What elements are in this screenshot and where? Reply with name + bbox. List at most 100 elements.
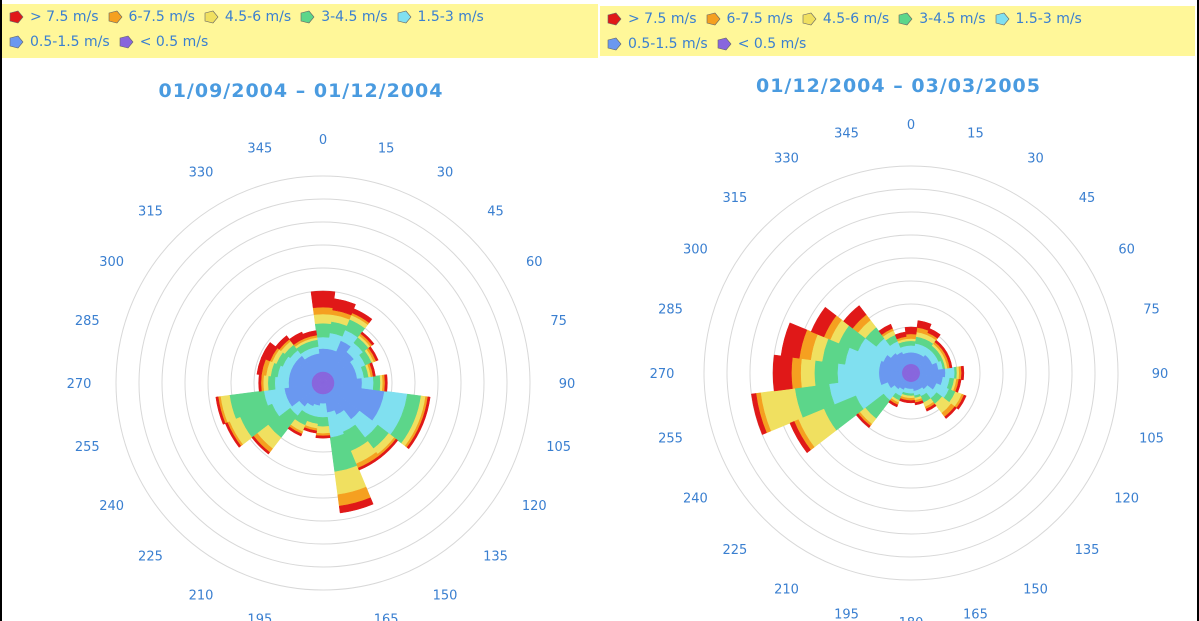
rose-sector <box>914 400 924 406</box>
rose-sector <box>314 322 332 338</box>
grid-ring <box>184 244 462 522</box>
rose-sector <box>906 400 916 404</box>
rose-sector <box>899 398 908 403</box>
rose-sector <box>906 340 916 346</box>
purple-blob-icon <box>119 35 134 49</box>
rose-sector <box>251 435 271 455</box>
angle-tick-label: 285 <box>658 303 683 318</box>
rose-sector <box>302 330 317 339</box>
grid-ring <box>703 165 1119 581</box>
rose-sector <box>925 403 937 412</box>
red-blob-icon <box>9 10 24 24</box>
legend-label: 0.5-1.5 m/s <box>628 36 708 52</box>
chart-title-right: 01/12/2004 – 03/03/2005 <box>755 75 1041 97</box>
rose-sector <box>372 375 381 391</box>
rose-sector <box>810 306 837 338</box>
rose-sector <box>274 376 290 390</box>
angle-tick-label: 135 <box>1075 543 1100 558</box>
angle-tick-label: 0 <box>907 118 915 133</box>
rose-sector <box>275 335 290 350</box>
legend-item: 0.5-1.5 m/s <box>8 31 110 53</box>
rose-sector <box>361 376 374 390</box>
grid-ring <box>726 188 1096 558</box>
angle-tick-label: 165 <box>963 608 988 621</box>
chart-title-left: 01/09/2004 – 01/12/2004 <box>158 80 444 102</box>
legend-item: 3-4.5 m/s <box>299 6 388 28</box>
angle-tick-label: 300 <box>99 255 124 270</box>
angle-tick-label: 120 <box>1114 492 1139 507</box>
rose-sector <box>338 497 374 514</box>
angle-tick-label: 255 <box>75 440 100 455</box>
rose-sector <box>814 360 839 386</box>
orange-blob-icon <box>706 12 720 26</box>
legend-label: > 7.5 m/s <box>628 11 697 27</box>
grid-ring <box>115 175 531 591</box>
legend-item: 4.5-6 m/s <box>203 6 291 28</box>
rose-sector <box>907 397 915 401</box>
rose-sector <box>916 320 932 331</box>
legend-label: 0.5-1.5 m/s <box>30 34 110 50</box>
legend-item: 6-7.5 m/s <box>705 8 793 30</box>
angle-tick-label: 210 <box>189 588 214 603</box>
legend-label: 3-4.5 m/s <box>321 9 388 25</box>
rose-sector <box>888 400 899 408</box>
angle-tick-label: 225 <box>138 550 163 565</box>
angle-tick-label: 195 <box>247 613 272 621</box>
angle-tick-label: 75 <box>1143 303 1160 318</box>
rose-sector <box>907 393 915 397</box>
rose-sector <box>904 326 918 335</box>
rose-sector <box>789 421 811 454</box>
angle-tick-label: 90 <box>1152 367 1169 382</box>
angle-tick-label: 255 <box>658 431 683 446</box>
legend-label: 4.5-6 m/s <box>822 11 890 27</box>
red-blob-icon <box>607 12 622 26</box>
angle-tick-label: 60 <box>526 255 543 270</box>
purple-blob-icon <box>717 37 732 51</box>
orange-blob-icon <box>108 10 122 24</box>
rose-sector <box>369 362 376 377</box>
rose-sector <box>351 308 373 324</box>
angle-tick-label: 105 <box>546 440 571 455</box>
rose-sector <box>267 375 276 391</box>
legend-right: > 7.5 m/s 6-7.5 m/s 4.5-6 m/s 3-4.5 m/s 1.5-… <box>600 6 1195 56</box>
legend-item: < 0.5 m/s <box>716 33 806 55</box>
legend-label: 1.5-3 m/s <box>417 9 484 25</box>
angle-tick-label: 195 <box>834 608 859 621</box>
rose-sector <box>289 331 305 346</box>
angle-tick-label: 165 <box>374 613 399 621</box>
angle-tick-label: 45 <box>487 204 504 219</box>
rose-sector <box>406 423 424 450</box>
rose-sector <box>332 298 356 316</box>
grid-ring <box>749 211 1073 535</box>
angle-tick-label: 0 <box>319 133 327 148</box>
wind-rose-panel-right: > 7.5 m/s 6-7.5 m/s 4.5-6 m/s 3-4.5 m/s 1.5-… <box>600 0 1199 621</box>
angle-tick-label: 60 <box>1118 243 1135 258</box>
legend-item: 1.5-3 m/s <box>396 6 484 28</box>
angle-tick-label: 105 <box>1139 431 1164 446</box>
cyan-blob-icon <box>397 10 411 24</box>
rose-sector <box>261 342 278 362</box>
rose-sector <box>780 322 808 359</box>
rose-sector <box>357 455 381 471</box>
legend-item: > 7.5 m/s <box>8 6 99 28</box>
legend-item: 1.5-3 m/s <box>994 8 1082 30</box>
legend-item: > 7.5 m/s <box>606 8 697 30</box>
rose-sector <box>317 416 329 427</box>
rose-sector <box>215 396 226 425</box>
legend-item: 6-7.5 m/s <box>107 6 195 28</box>
angle-tick-label: 210 <box>774 583 799 598</box>
angle-tick-label: 150 <box>433 588 458 603</box>
legend-item: 3-4.5 m/s <box>897 8 986 30</box>
rose-sector <box>384 374 388 392</box>
rose-sector <box>287 426 303 437</box>
legend-left: > 7.5 m/s 6-7.5 m/s 4.5-6 m/s 3-4.5 m/s 1.5-… <box>2 4 598 58</box>
rose-sector <box>843 305 867 329</box>
rose-sector <box>927 328 941 339</box>
rose-sector <box>908 388 914 394</box>
angle-tick-label: 180 <box>899 616 924 621</box>
yellow-blob-icon <box>802 12 817 26</box>
angle-tick-label: 15 <box>967 126 984 141</box>
rose-sector <box>258 374 262 392</box>
legend-label: < 0.5 m/s <box>139 34 209 50</box>
rose-sector <box>303 427 317 434</box>
